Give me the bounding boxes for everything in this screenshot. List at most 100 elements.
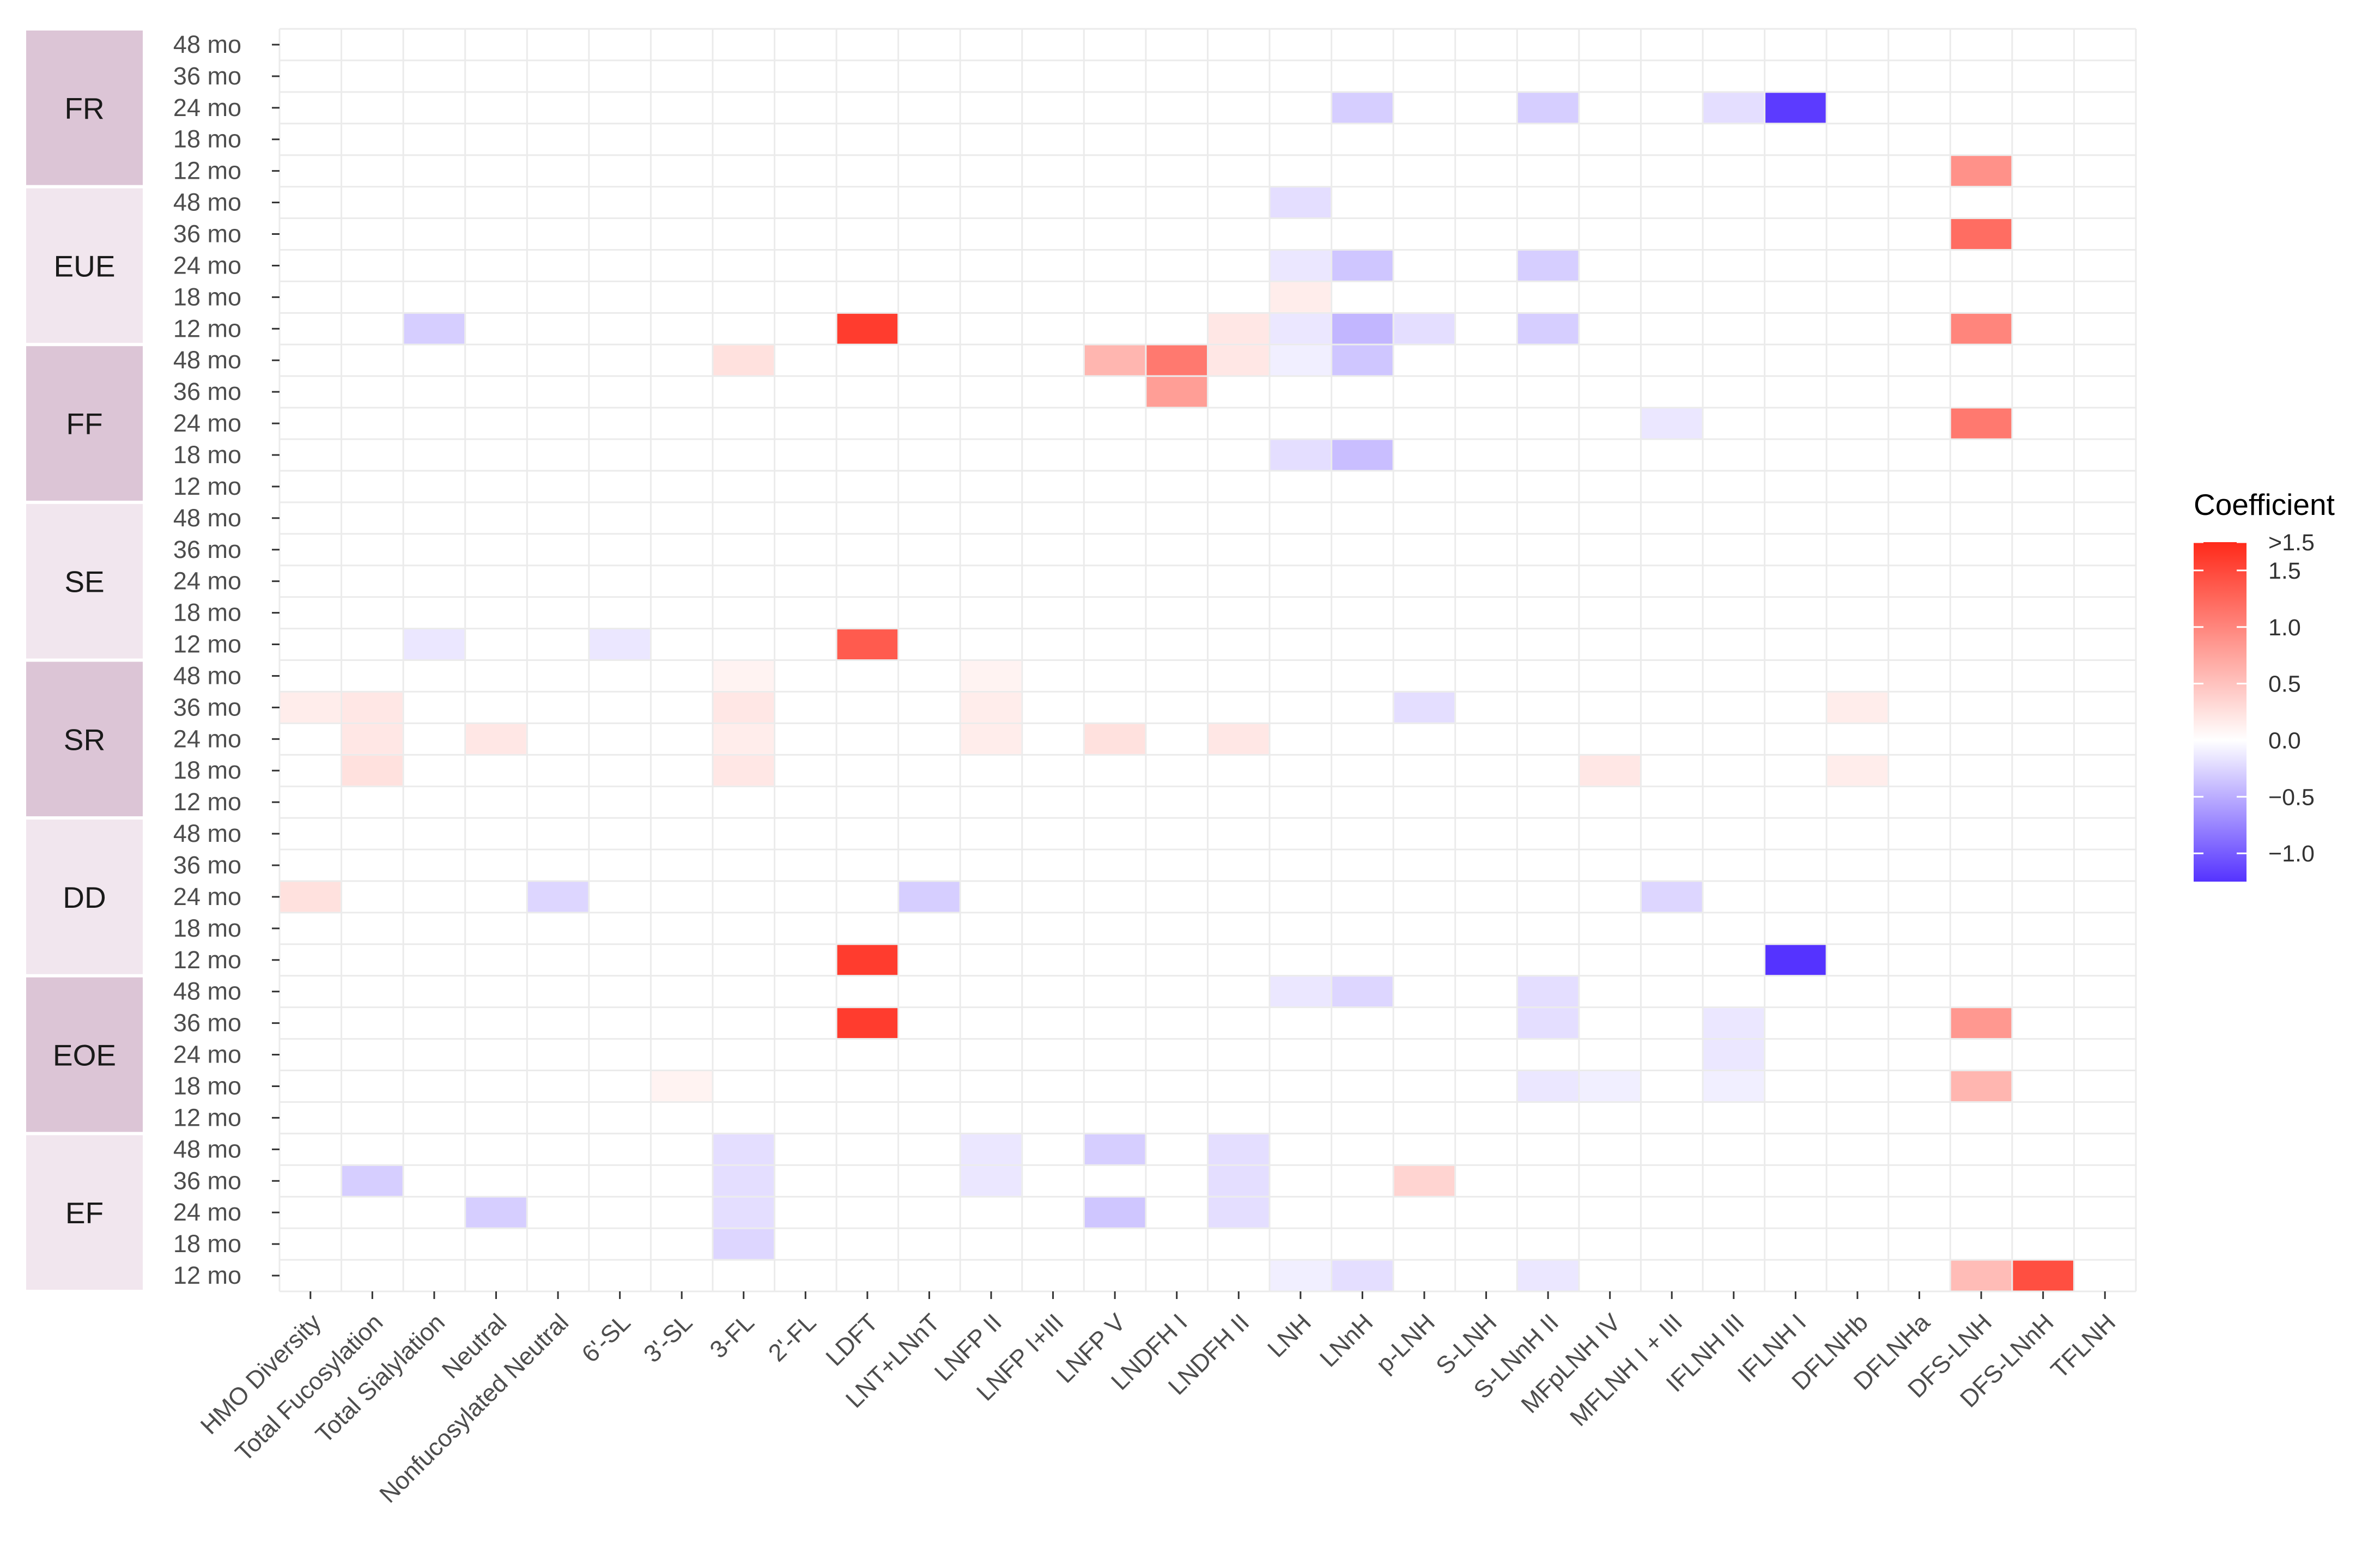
y-tick-label: 24 mo <box>173 94 241 122</box>
heatmap-cell <box>1332 93 1393 123</box>
heatmap-cell <box>1209 1197 1269 1228</box>
legend-break-label: 0.0 <box>2268 727 2301 754</box>
heatmap-cell <box>713 724 774 754</box>
strip-se <box>26 503 143 659</box>
y-tick-label: 48 mo <box>173 189 241 216</box>
heatmap-cell <box>1951 1008 2012 1039</box>
heatmap-cell <box>1517 313 1578 344</box>
heatmap-cell <box>1580 755 1640 786</box>
heatmap-cell <box>1394 313 1455 344</box>
x-tick-label: 3'-SL <box>638 1308 697 1368</box>
heatmap-cell <box>1084 1197 1145 1228</box>
heatmap-cell <box>1209 345 1269 375</box>
heatmap-cell <box>280 692 341 723</box>
y-tick-label: 48 mo <box>173 346 241 374</box>
strip-label: DD <box>63 881 106 914</box>
y-tick-label: 24 mo <box>173 725 241 752</box>
x-tick-label: p-LNH <box>1370 1308 1440 1378</box>
legend-colorbar <box>2194 542 2247 882</box>
y-tick-label: 12 mo <box>173 788 241 816</box>
heatmap-cell <box>1270 282 1331 312</box>
strip-ff <box>26 346 143 501</box>
strip-eoe <box>26 977 143 1132</box>
y-tick-label: 48 mo <box>173 978 241 1005</box>
y-tick-label: 12 mo <box>173 472 241 500</box>
y-tick-label: 24 mo <box>173 1041 241 1069</box>
y-tick-label: 18 mo <box>173 914 241 942</box>
y-tick-label: 18 mo <box>173 756 241 784</box>
y-tick-label: 12 mo <box>173 1103 241 1131</box>
y-tick-label: 18 mo <box>173 441 241 469</box>
heatmap-cell <box>1703 93 1764 123</box>
heatmap-cell <box>1765 93 1826 123</box>
heatmap-cell <box>1517 1260 1578 1291</box>
y-tick-labels: 48 mo 36 mo 24 mo 18 mo 12 mo 48 mo 36 mo 24 mo… <box>173 31 280 1289</box>
x-tick-label: 2'-FL <box>763 1308 822 1367</box>
y-tick-label: 18 mo <box>173 1072 241 1100</box>
heatmap-cell <box>1084 345 1145 375</box>
heatmap-cell <box>1951 1260 2012 1291</box>
heatmap-cell <box>961 724 1022 754</box>
heatmap-cell <box>713 345 774 375</box>
heatmap-cell <box>1765 945 1826 975</box>
heatmap-cell <box>1827 755 1888 786</box>
strip-sr <box>26 661 143 817</box>
heatmap-cell <box>280 882 341 912</box>
y-tick-label: 12 mo <box>173 157 241 185</box>
strip-eue <box>26 188 143 343</box>
heatmap-cell <box>1332 976 1393 1007</box>
heatmap-cell <box>1084 724 1145 754</box>
x-tick-label: LNH <box>1262 1308 1316 1363</box>
heatmap-cell <box>466 724 526 754</box>
y-tick-label: 36 mo <box>173 220 241 248</box>
heatmap-cell <box>404 629 465 659</box>
heatmap-cell <box>1951 156 2012 186</box>
heatmap-cell <box>1517 976 1578 1007</box>
y-tick-label: 18 mo <box>173 125 241 153</box>
heatmap-cell <box>1951 219 2012 249</box>
heatmap-cell <box>342 1166 403 1196</box>
y-tick-label: 12 mo <box>173 630 241 658</box>
heatmap-cell <box>713 661 774 691</box>
strip-ef <box>26 1135 143 1290</box>
heatmap-cell <box>1209 1166 1269 1196</box>
y-tick-label: 24 mo <box>173 251 241 279</box>
heatmap-cell <box>1270 976 1331 1007</box>
y-tick-label: 48 mo <box>173 661 241 689</box>
legend-break-label: >1.5 <box>2268 530 2315 556</box>
y-tick-label: 12 mo <box>173 946 241 974</box>
strip-label: EF <box>65 1196 104 1230</box>
heatmap-cell <box>1209 313 1269 344</box>
y-tick-label: 48 mo <box>173 504 241 532</box>
strip-label: FR <box>64 92 104 125</box>
legend-break-label: 1.5 <box>2268 558 2301 584</box>
heatmap-cell <box>1146 345 1207 375</box>
heatmap-cell <box>466 1197 526 1228</box>
y-tick-label: 24 mo <box>173 409 241 437</box>
heatmap-cells <box>280 93 2073 1291</box>
legend-break-label: 0.5 <box>2268 671 2301 697</box>
y-tick-label: 36 mo <box>173 1167 241 1194</box>
y-tick-label: 36 mo <box>173 851 241 879</box>
heatmap-cell <box>837 945 898 975</box>
heatmap-cell <box>1951 408 2012 439</box>
legend-break-label: −1.0 <box>2268 841 2315 867</box>
heatmap-cell <box>837 313 898 344</box>
x-tick-label: LNnH <box>1314 1308 1378 1372</box>
y-tick-label: 36 mo <box>173 378 241 405</box>
y-tick-label: 48 mo <box>173 31 241 58</box>
heatmap-cell <box>1641 882 1702 912</box>
heatmap-cell <box>1703 1040 1764 1070</box>
heatmap-cell <box>1951 313 2012 344</box>
y-tick-label: 24 mo <box>173 1198 241 1226</box>
heatmap-cell <box>713 1134 774 1164</box>
strip-label: FF <box>66 407 102 441</box>
heatmap-cell <box>1332 1260 1393 1291</box>
heatmap-cell <box>1517 250 1578 281</box>
heatmap-cell <box>1084 1134 1145 1164</box>
heatmap-cell <box>1641 408 1702 439</box>
heatmap-cell <box>1270 1260 1331 1291</box>
y-tick-label: 18 mo <box>173 599 241 627</box>
heatmap-cell <box>961 1134 1022 1164</box>
heatmap-cell <box>713 1197 774 1228</box>
